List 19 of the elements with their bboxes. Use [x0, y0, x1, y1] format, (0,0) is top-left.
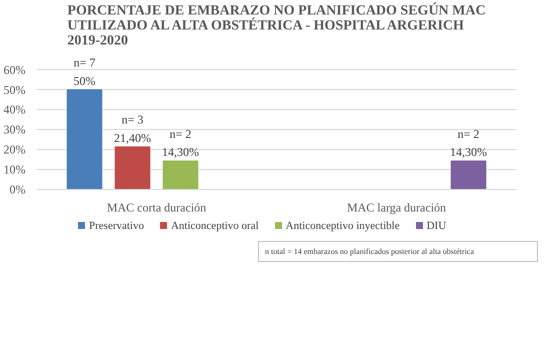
legend-label: Preservativo — [88, 219, 144, 234]
y-tick-label: 20% — [4, 142, 26, 157]
data-label: n= 2 14,30% — [162, 126, 199, 159]
y-tick-label: 60% — [4, 62, 26, 77]
data-label: n= 7 50% — [74, 56, 96, 88]
chart-title: PORCENTAJE DE EMBARAZO NO PLANIFICADO SEGÚN MAC UTILIZADO AL ALTA OBSTÉTRICA - HOSPITAL ARGERICH 2019-2020 — [67, 2, 486, 48]
y-tick-label: 30% — [4, 122, 26, 137]
data-label: n= 3 21,40% — [114, 112, 151, 145]
x-tick-label: MAC larga duración — [346, 200, 446, 214]
data-label: n= 2 14,30% — [450, 126, 487, 159]
y-tick-label: 40% — [4, 102, 26, 117]
y-tick-label: 10% — [4, 162, 26, 177]
text: n total = 14 embarazos no planificados posterior al alta obstétrica — [265, 246, 474, 258]
legend-label: Anticonceptivo oral — [170, 219, 259, 234]
legend-label: DIU — [426, 219, 446, 234]
y-tick-label: 0% — [10, 182, 26, 196]
legend-label: Anticonceptivo inyectible — [284, 219, 400, 234]
y-tick-label: 50% — [4, 82, 26, 97]
x-tick-label: MAC corta duración — [106, 200, 206, 214]
